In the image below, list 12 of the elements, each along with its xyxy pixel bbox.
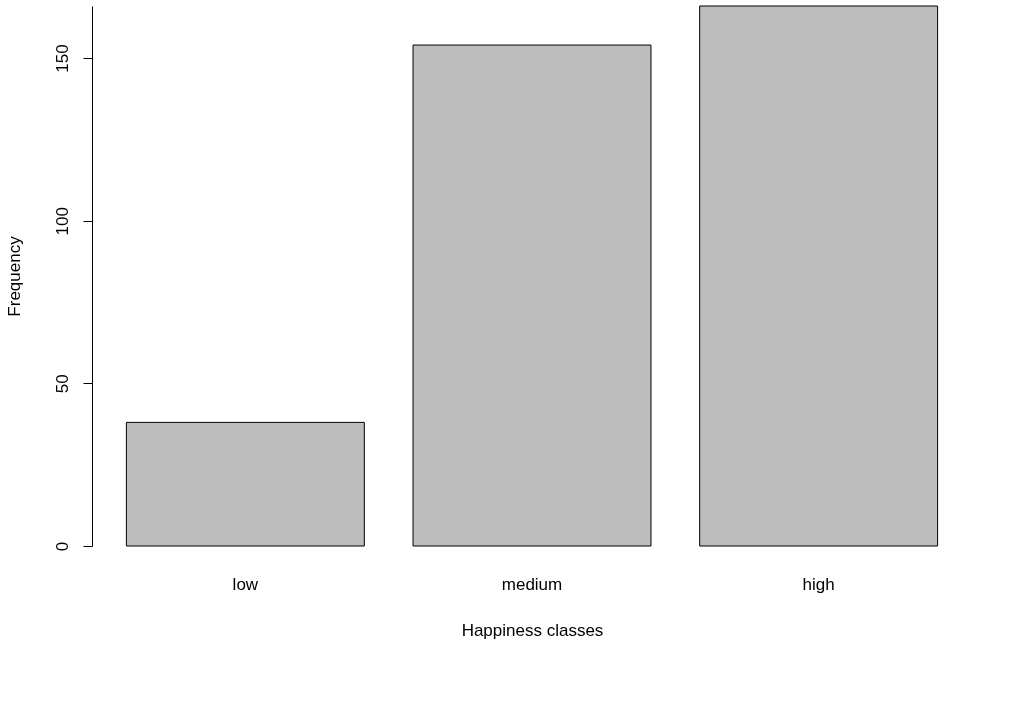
y-tick-label: 50 <box>52 374 72 394</box>
y-tick-label: 150 <box>52 44 72 73</box>
y-tick-label: 0 <box>52 541 72 552</box>
y-tick-label: 100 <box>52 207 72 236</box>
bar <box>412 44 652 547</box>
x-tick-label: medium <box>501 574 563 594</box>
x-axis-title: Happiness classes <box>461 620 604 640</box>
x-tick-label: low <box>232 574 259 594</box>
x-tick-label: high <box>802 574 835 594</box>
bar <box>699 5 939 547</box>
bar <box>125 421 365 547</box>
y-axis-title: Frequency <box>4 235 24 317</box>
